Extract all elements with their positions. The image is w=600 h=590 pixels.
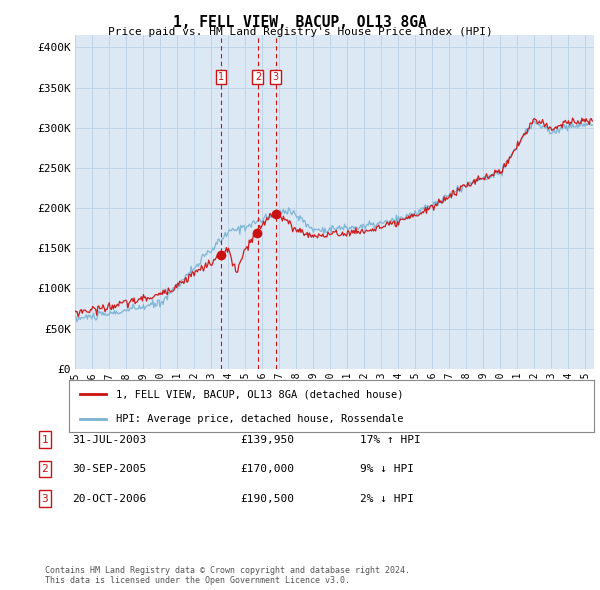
Text: 1, FELL VIEW, BACUP, OL13 8GA (detached house): 1, FELL VIEW, BACUP, OL13 8GA (detached … <box>116 389 404 399</box>
Text: Price paid vs. HM Land Registry's House Price Index (HPI): Price paid vs. HM Land Registry's House … <box>107 27 493 37</box>
Text: 2: 2 <box>41 464 49 474</box>
Text: 9% ↓ HPI: 9% ↓ HPI <box>360 464 414 474</box>
Text: 31-JUL-2003: 31-JUL-2003 <box>72 435 146 444</box>
Text: HPI: Average price, detached house, Rossendale: HPI: Average price, detached house, Ross… <box>116 414 404 424</box>
Text: £139,950: £139,950 <box>240 435 294 444</box>
Text: 30-SEP-2005: 30-SEP-2005 <box>72 464 146 474</box>
Text: 1: 1 <box>218 72 224 82</box>
Text: £170,000: £170,000 <box>240 464 294 474</box>
Text: 17% ↑ HPI: 17% ↑ HPI <box>360 435 421 444</box>
Text: 1, FELL VIEW, BACUP, OL13 8GA: 1, FELL VIEW, BACUP, OL13 8GA <box>173 15 427 30</box>
Text: 20-OCT-2006: 20-OCT-2006 <box>72 494 146 503</box>
Text: 3: 3 <box>273 72 279 82</box>
Text: 1: 1 <box>41 435 49 444</box>
Text: 2% ↓ HPI: 2% ↓ HPI <box>360 494 414 503</box>
Text: £190,500: £190,500 <box>240 494 294 503</box>
Text: 2: 2 <box>255 72 261 82</box>
Text: Contains HM Land Registry data © Crown copyright and database right 2024.
This d: Contains HM Land Registry data © Crown c… <box>45 566 410 585</box>
Text: 3: 3 <box>41 494 49 503</box>
